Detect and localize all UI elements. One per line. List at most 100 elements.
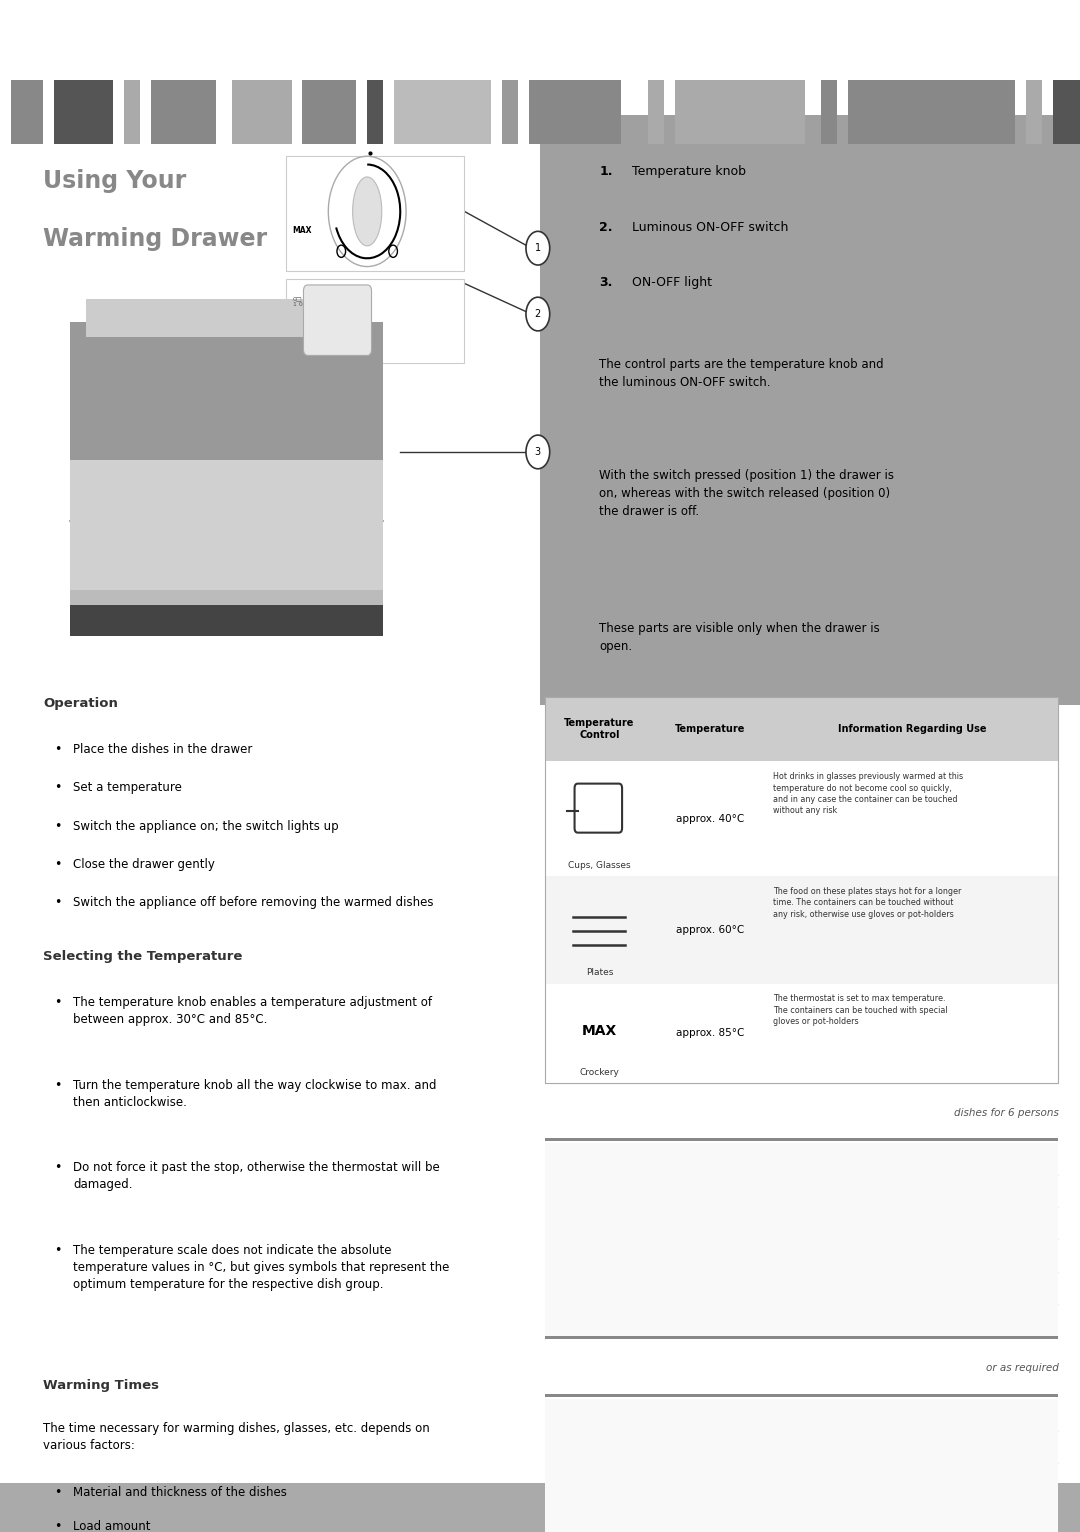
Text: or as required: or as required [986,1363,1058,1374]
Bar [545,1304,1058,1336]
Text: •: • [54,858,62,870]
Circle shape [526,231,550,265]
Text: •: • [54,896,62,908]
Bar [545,1239,1058,1272]
Bar [11,80,43,144]
Text: 10: 10 [566,1501,579,1512]
Text: When the drawer is closed, a control light on the
front of the appliance indicat: When the drawer is closed, a control lig… [599,732,888,781]
Text: •: • [54,820,62,832]
Bar [545,1495,1058,1527]
Text: 2.: 2. [599,221,613,233]
Text: plates: plates [632,1149,665,1160]
Bar [821,80,837,144]
Text: soup plate: soup plate [632,1278,690,1288]
Text: Material and thickness of the dishes: Material and thickness of the dishes [73,1486,287,1498]
Bar [545,1399,1058,1431]
Bar [1053,80,1080,144]
Text: Ø10cm: Ø10cm [1013,1181,1053,1192]
Text: •: • [54,781,62,794]
Text: Information Regarding Use: Information Regarding Use [838,725,987,734]
Bar [367,80,383,144]
Text: Using Your: Using Your [43,169,187,193]
Bar [86,299,367,337]
Bar [124,80,140,144]
Text: MAX: MAX [293,225,312,234]
Text: The temperature scale does not indicate the absolute
temperature values in °C, b: The temperature scale does not indicate … [73,1244,449,1291]
Bar [70,605,383,636]
Bar [545,1336,1058,1339]
Text: Ø19cm: Ø19cm [1013,1246,1053,1256]
Text: •: • [54,743,62,755]
Text: Plates: Plates [585,968,613,977]
FancyBboxPatch shape [303,285,372,355]
Bar [302,80,356,144]
Text: Warming Times: Warming Times [43,1379,159,1391]
Bar [545,1272,1058,1304]
Text: Luminous ON-OFF switch: Luminous ON-OFF switch [632,221,788,233]
Text: Load amount: Load amount [73,1520,151,1532]
Bar [54,80,113,144]
Text: Do not force it past the stop, otherwise the thermostat will be
damaged.: Do not force it past the stop, otherwise… [73,1161,441,1192]
Text: soup bowls: soup bowls [632,1469,693,1480]
Text: These parts are visible only when the drawer is
open.: These parts are visible only when the dr… [599,622,880,653]
Text: approx. 40°C: approx. 40°C [676,813,744,824]
Text: With the switch pressed (position 1) the drawer is
on, whereas with the switch r: With the switch pressed (position 1) the… [599,469,894,518]
Text: 0□
1 0: 0□ 1 0 [293,296,302,308]
Text: Switch the appliance off before removing the warmed dishes: Switch the appliance off before removing… [73,896,434,908]
Text: approx. 60°C: approx. 60°C [676,925,744,935]
Circle shape [526,435,550,469]
Bar [232,80,292,144]
Text: 1: 1 [569,1278,576,1288]
Text: plates: plates [632,1501,665,1512]
Text: Set a temperature: Set a temperature [73,781,183,794]
Bar [70,322,383,628]
Text: 2: 2 [569,1310,576,1321]
Text: broth cups: broth cups [632,1181,691,1192]
Text: 6: 6 [569,1181,576,1192]
Text: The thermostat is set to max temperature.
The containers can be touched with spe: The thermostat is set to max temperature… [773,994,948,1026]
Text: ON-OFF light: ON-OFF light [632,276,712,288]
Text: •: • [54,1079,62,1091]
Circle shape [526,297,550,331]
Text: Ø26cm: Ø26cm [1013,1405,1053,1416]
Text: Operation: Operation [43,697,118,709]
Bar [648,80,664,144]
Bar [545,1143,1058,1175]
Text: soup plate: soup plate [632,1213,690,1224]
Bar [545,1207,1058,1239]
Bar [545,984,1058,1083]
Bar [286,156,464,271]
Bar [545,1175,1058,1207]
Text: 3.: 3. [599,276,612,288]
Bar [545,1138,1058,1141]
Text: approx. 85°C: approx. 85°C [676,1028,744,1039]
Text: The control parts are the temperature knob and
the luminous ON-OFF switch.: The control parts are the temperature kn… [599,358,885,389]
Text: •: • [54,1244,62,1256]
Text: Hot drinks in glasses previously warmed at this
temperature do not become cool s: Hot drinks in glasses previously warmed … [773,772,963,815]
Bar [529,80,621,144]
Bar [502,80,518,144]
Text: •: • [54,1520,62,1532]
Text: Ø17cm: Ø17cm [1013,1278,1053,1288]
Bar [545,697,1058,761]
Text: •: • [54,1486,62,1498]
Bar [151,80,216,144]
Text: Cups, Glasses: Cups, Glasses [568,861,631,870]
Text: Ø36cm: Ø36cm [1013,1310,1053,1321]
Text: •: • [54,1161,62,1174]
Text: Temperature knob: Temperature knob [632,165,746,178]
Bar [545,1527,1058,1532]
Bar [545,876,1058,984]
Bar [545,1463,1058,1495]
Text: plates: plates [632,1405,665,1416]
Text: soup plate: soup plate [632,1246,690,1256]
Bar [286,279,464,363]
Text: MAX: MAX [582,1023,617,1037]
Text: The food on these plates stays hot for a longer
time. The containers can be touc: The food on these plates stays hot for a… [773,887,961,919]
Text: Temperature
Control: Temperature Control [564,719,635,740]
Text: dishes for 6 persons: dishes for 6 persons [954,1108,1058,1118]
Text: 2: 2 [535,309,541,319]
Text: Ø27cm: Ø27cm [1013,1501,1053,1512]
Text: Turn the temperature knob all the way clockwise to max. and
then anticlockwise.: Turn the temperature knob all the way cl… [73,1079,437,1109]
Bar [545,761,1058,876]
